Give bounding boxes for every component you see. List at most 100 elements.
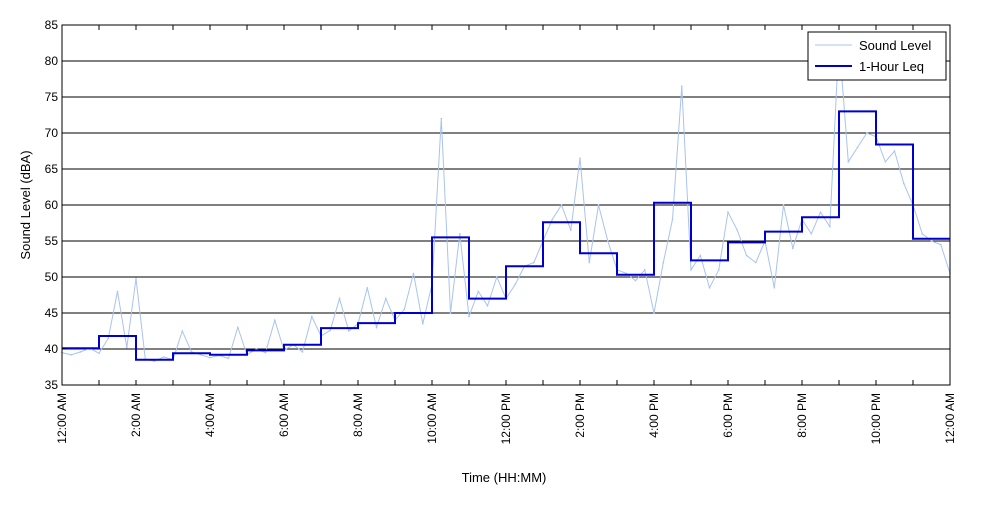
sound-level-point <box>366 287 369 289</box>
sound-level-point <box>856 146 859 149</box>
series-layer <box>61 38 951 363</box>
sound-level-point <box>681 85 683 87</box>
axes: 35 40 45 50 55 60 65 70 75 80 85 12:00 AM 2:00 AM 4:0… <box>45 18 957 444</box>
sound-level-point <box>98 352 100 355</box>
sound-level-point <box>422 323 424 325</box>
sound-level-point <box>634 279 637 282</box>
sound-level-point <box>893 150 896 152</box>
sound-level-point <box>412 272 415 275</box>
sound-level-point <box>560 204 563 206</box>
x-tick-label: 12:00 AM <box>943 393 957 444</box>
legend-box <box>807 31 947 81</box>
sound-level-point <box>533 261 535 264</box>
sound-level-point <box>653 312 655 314</box>
sound-level-point <box>819 211 822 213</box>
y-tick-label: 45 <box>45 306 59 320</box>
y-tick-label: 70 <box>45 126 59 140</box>
sound-level-point <box>274 319 276 322</box>
x-axis-title: Time (HH:MM) <box>462 470 547 485</box>
sound-level-point <box>459 233 461 235</box>
sound-level-point <box>690 269 692 271</box>
sound-level-point <box>829 225 831 228</box>
x-tick-label: 10:00 AM <box>425 393 439 444</box>
sound-level-point <box>903 182 905 185</box>
legend-leq-label: 1-Hour Leq <box>859 59 924 74</box>
sound-level-point <box>449 312 452 314</box>
y-tick-label: 35 <box>45 378 59 392</box>
y-tick-label: 65 <box>45 162 59 176</box>
sound-level-point <box>755 261 757 264</box>
x-tick-label: 4:00 AM <box>203 393 217 437</box>
sound-level-point <box>496 276 498 278</box>
sound-level-point <box>792 247 794 249</box>
y-tick-label: 60 <box>45 198 59 212</box>
y-tick-label: 85 <box>45 18 59 32</box>
sound-level-point <box>477 290 480 293</box>
sound-level-point <box>329 329 332 332</box>
sound-level-point <box>644 269 646 271</box>
sound-level-point <box>773 287 776 289</box>
sound-level-point <box>736 229 739 231</box>
sound-level-point <box>209 356 211 359</box>
sound-level-point <box>671 218 674 221</box>
sound-level-point <box>163 356 165 358</box>
x-tick-label: 12:00 AM <box>55 393 69 444</box>
sound-level-point <box>227 357 230 360</box>
sound-level-point <box>699 254 702 257</box>
sound-level-point <box>847 161 850 163</box>
sound-level-point <box>662 261 665 264</box>
legend-sound-level-label: Sound Level <box>859 38 931 53</box>
y-tick-label: 40 <box>45 342 59 356</box>
y-axis-title: Sound Level (dBA) <box>18 150 33 259</box>
sound-level-point <box>570 229 572 231</box>
sound-level-point <box>311 315 313 318</box>
x-tick-label: 4:00 PM <box>647 393 661 438</box>
sound-level-point <box>126 346 128 349</box>
sound-level-point <box>551 218 554 221</box>
sound-level-point <box>338 297 341 300</box>
sound-level-point <box>107 337 110 340</box>
sound-level-point <box>607 240 609 242</box>
sound-level-point <box>718 269 720 271</box>
sound-level-point <box>940 243 942 246</box>
sound-level-point <box>468 315 470 318</box>
x-tick-label: 8:00 PM <box>795 393 809 438</box>
x-tick-label: 8:00 AM <box>351 393 365 437</box>
y-tick-label: 75 <box>45 90 59 104</box>
sound-level-point <box>921 233 924 235</box>
sound-level-point <box>385 297 387 300</box>
y-tick-label: 50 <box>45 270 59 284</box>
sound-level-point <box>200 354 202 356</box>
sound-level-point <box>745 254 748 257</box>
x-tick-label: 2:00 PM <box>573 393 587 438</box>
sound-level-point <box>79 351 82 353</box>
sound-level-point <box>181 330 184 332</box>
sound-level-point <box>930 240 933 242</box>
sound-level-point <box>116 290 119 293</box>
sound-level-point <box>866 132 868 134</box>
sound-level-point <box>782 204 785 206</box>
sound-level-point <box>348 330 350 332</box>
sound-level-point <box>486 305 489 307</box>
sound-level-point <box>375 326 378 329</box>
sound-level-point <box>588 261 591 264</box>
y-tick-label: 55 <box>45 234 59 248</box>
sound-level-point <box>153 360 156 363</box>
sound-level-point <box>264 351 267 354</box>
x-tick-label: 12:00 PM <box>499 393 513 444</box>
sound-level-point <box>727 211 729 213</box>
series-leq-step-line <box>62 110 950 361</box>
y-tick-label: 80 <box>45 54 59 68</box>
x-tick-label: 2:00 AM <box>129 393 143 437</box>
sound-level-point <box>579 157 581 159</box>
sound-level-point <box>514 283 517 286</box>
x-tick-label: 6:00 AM <box>277 393 291 437</box>
sound-level-point <box>708 287 711 289</box>
sound-level-point <box>301 351 304 353</box>
legend: Sound Level 1-Hour Leq <box>807 31 947 81</box>
sound-level-point <box>403 308 406 311</box>
sound-level-point <box>810 233 813 235</box>
x-tick-label: 10:00 PM <box>869 393 883 444</box>
